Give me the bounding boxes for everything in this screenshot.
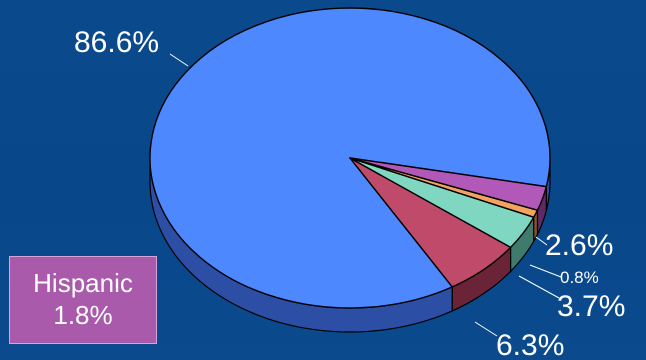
- slice-4: [349, 157, 548, 211]
- callout-title: Hispanic: [33, 268, 133, 298]
- leader-line-4: [535, 236, 548, 246]
- leader-line-3: [529, 264, 562, 278]
- pie-labels: 86.6% 6.3% 3.7% 0.8% 2.6%: [74, 26, 625, 360]
- slice-label-1: 6.3%: [496, 329, 564, 360]
- hispanic-callout: Hispanic 1.8%: [9, 256, 157, 344]
- callout-value: 1.8%: [53, 300, 113, 330]
- leader-line-2: [518, 275, 560, 299]
- leader-line-0: [169, 53, 189, 67]
- slice-label-3: 0.8%: [560, 268, 599, 287]
- pie-tops: [149, 7, 551, 309]
- slice-label-4: 2.6%: [545, 229, 613, 262]
- slice-label-0: 86.6%: [74, 26, 159, 59]
- leader-line-1: [474, 321, 498, 337]
- slice-label-2: 3.7%: [557, 290, 625, 323]
